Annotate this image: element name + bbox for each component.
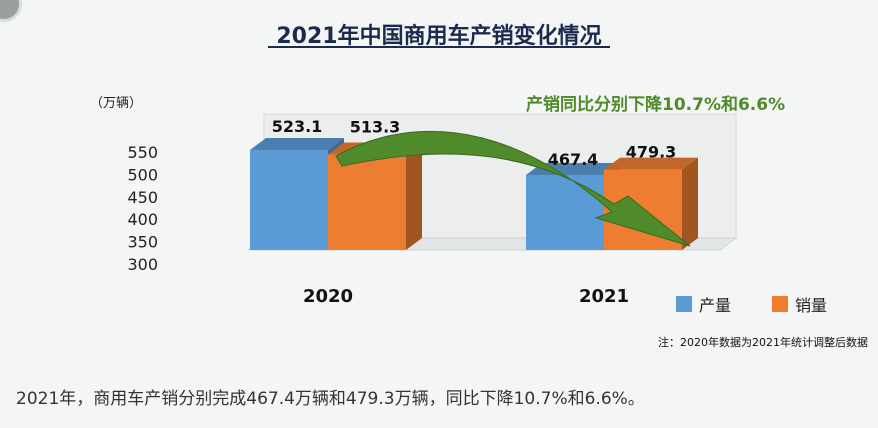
legend-production: 产量 [676,292,731,316]
y-tick-label-3: 450 [127,188,158,207]
legend-sales: 销量 [772,292,827,316]
value-label-2021-s1: 479.3 [626,143,677,162]
title-underline [268,46,610,48]
bar-top-2021-s1 [604,157,698,170]
footnote: 注：2020年数据为2021年统计调整后数据 [658,336,868,349]
value-label-2021-s0: 467.4 [548,150,599,169]
y-tick-label-0: 300 [127,255,158,274]
y-tick-label-1: 350 [127,233,158,252]
value-label-2020-s0: 523.1 [272,117,323,136]
page-title: 2021年中国商用车产销变化情况 [276,24,602,49]
logo-icon [0,0,22,22]
bar-2020-s0 [250,150,328,250]
y-tick-label-2: 400 [127,210,158,229]
decline-arrow [335,130,691,247]
change-annotation: 产销同比分别下降10.7%和6.6% [526,95,786,115]
y-axis-unit-label: （万辆） [90,96,143,111]
legend-production-swatch [676,296,692,312]
x-tick-label-2020: 2020 [303,286,353,307]
summary-text: 2021年，商用车产销分别完成467.4万辆和479.3万辆，同比下降10.7%… [16,389,645,409]
bar-top-2020-s0 [250,138,344,151]
value-label-2020-s1: 513.3 [350,117,401,136]
legend-sales-swatch [772,296,788,312]
bar-side-2021-s1 [682,157,698,250]
y-tick-label-5: 550 [127,143,158,162]
legend-sales-label: 销量 [795,296,828,315]
x-tick-label-2021: 2021 [579,286,629,307]
legend-production-label: 产量 [699,296,732,315]
bar-side-2020-s1 [406,142,422,250]
y-tick-label-4: 500 [127,165,158,184]
bar-2021-s0 [526,175,604,250]
bar-2020-s1 [328,154,406,250]
